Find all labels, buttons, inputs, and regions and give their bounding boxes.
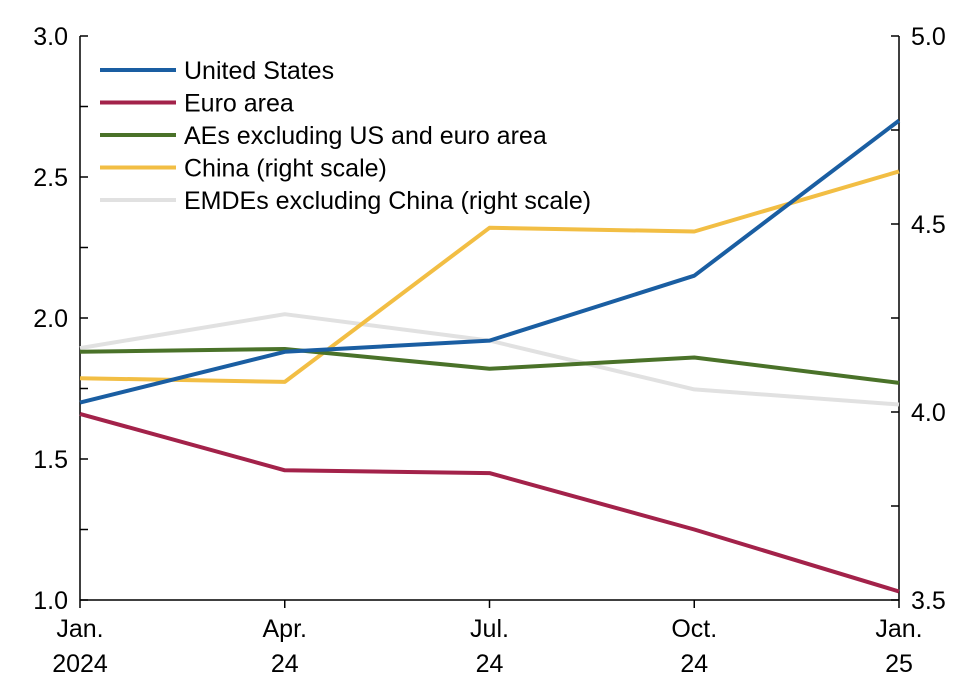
right-axis-tick-label: 3.5	[911, 587, 946, 615]
legend-label-aes-excluding-us-and-euro-area: AEs excluding US and euro area	[184, 122, 547, 150]
legend-label-china-right-scale: China (right scale)	[184, 155, 387, 183]
right-axis-tick-label: 4.5	[911, 211, 946, 239]
series-line-aes-excluding-us-and-euro-area	[79, 347, 900, 385]
series-lines	[79, 119, 901, 594]
x-axis-tick-label-year: 24	[680, 650, 708, 678]
left-axis-tick-label: 2.0	[33, 305, 68, 333]
x-axis-tick-label: Jul.	[470, 615, 509, 643]
series-line-china-right-scale	[79, 169, 900, 384]
left-axis-tick-label: 3.0	[33, 23, 68, 51]
axes: 1.0 1.5 2.0 2.5 3.0 3.5 4.0 4.5 5.0 Jan. 2024 Apr. 2…	[33, 23, 946, 678]
legend-label-united-states: United States	[184, 57, 334, 85]
left-axis-tick-label: 2.5	[33, 164, 68, 192]
legend-label-euro-area: Euro area	[184, 90, 294, 118]
x-axis-tick-label: Apr.	[263, 615, 307, 643]
left-axis-tick-label: 1.5	[33, 446, 68, 474]
right-axis-tick-label: 5.0	[911, 23, 946, 51]
x-axis-tick-label-year: 24	[476, 650, 504, 678]
x-axis-tick-label-year: 2024	[52, 650, 108, 678]
left-axis-tick-label: 1.0	[33, 587, 68, 615]
right-axis-tick-label: 4.0	[911, 399, 946, 427]
x-axis-tick-label-year: 25	[885, 650, 913, 678]
x-axis-tick-label: Oct.	[671, 615, 717, 643]
legend: United States Euro area AEs excluding US a…	[100, 57, 591, 215]
x-axis-tick-label: Jan.	[56, 615, 103, 643]
legend-label-emdes-excluding-china-right-scale: EMDEs excluding China (right scale)	[184, 187, 591, 215]
x-axis-tick-label: Jan.	[875, 615, 922, 643]
x-axis-tick-label-year: 24	[271, 650, 299, 678]
series-line-emdes-excluding-china-right-scale	[79, 312, 900, 407]
series-line-united-states	[79, 119, 901, 405]
series-line-euro-area	[79, 411, 900, 594]
